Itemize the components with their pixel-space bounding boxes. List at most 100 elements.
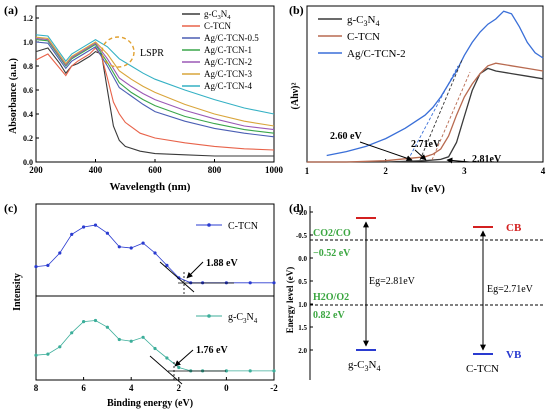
y-tick-label-a: 0.2 xyxy=(23,134,33,143)
y-tick-label-a: 0.4 xyxy=(23,110,33,119)
legend-marker-gcn xyxy=(207,314,211,318)
arrow-281 xyxy=(446,157,471,164)
y-ticks-d: -1.0 -0.5 0.0 0.5 1.0 1.5 2.0 xyxy=(296,209,313,355)
y-axis-label-d: Energy level (eV) xyxy=(285,267,295,333)
data-point-c-0 xyxy=(129,246,133,250)
data-point-c-1 xyxy=(58,345,62,349)
data-point-c-1 xyxy=(224,369,228,373)
data-point-c-0 xyxy=(248,281,252,285)
data-point-c-0 xyxy=(46,263,50,267)
ref-value-h2o: 0.82 eV xyxy=(313,310,345,321)
legend-label-b: g-C3N4 xyxy=(347,14,379,28)
gap-label-260: 2.60 eV xyxy=(330,131,362,142)
y-tick-label-a: 0.6 xyxy=(23,86,33,95)
data-point-c-0 xyxy=(58,251,62,255)
data-point-c-0 xyxy=(93,223,98,227)
y-axis-label-b: (Ahν)² xyxy=(290,83,301,110)
data-point-c-0 xyxy=(141,241,145,245)
x-ticks-a: 200 400 600 800 1000 xyxy=(29,159,284,175)
plot-lines-a xyxy=(35,34,275,157)
data-point-c-1 xyxy=(129,339,133,343)
data-point-c-1 xyxy=(34,353,38,357)
legend-label-b: Ag/C-TCN-2 xyxy=(347,48,406,60)
legend-label-a: g-C3N4 xyxy=(204,9,231,21)
eg-label-ctcn: Eg=2.71eV xyxy=(487,284,534,295)
data-point-c-0 xyxy=(177,276,181,280)
x-tick-label-b: 4 xyxy=(541,166,546,176)
lspr-label: LSPR xyxy=(140,48,164,59)
series-line-a-0 xyxy=(35,47,274,157)
y-ticks-a: 0.0 0.2 0.4 0.6 0.8 1.0 1.2 xyxy=(23,14,39,167)
series-line-b-2 xyxy=(326,10,544,157)
series-line-a-5 xyxy=(35,36,275,127)
data-point-c-1 xyxy=(141,335,145,339)
vb-label: VB xyxy=(506,349,522,361)
data-point-c-1 xyxy=(248,369,252,373)
ref-label-co2: CO2/CO xyxy=(313,228,351,239)
legend-label-a: C-TCN xyxy=(204,21,232,31)
plot-lines-b xyxy=(307,10,544,163)
legend-label-gcn: g-C3N4 xyxy=(228,312,258,325)
data-point-c-0 xyxy=(70,232,74,236)
x-tick-label-a: 400 xyxy=(89,165,103,175)
x-axis-label-b: hν (eV) xyxy=(411,183,445,195)
lspr-circle xyxy=(101,36,135,68)
axes-frame-b xyxy=(306,5,544,163)
gap-label-281: 2.81eV xyxy=(472,154,502,165)
panel-b: (b) 1 2 3 4 hν (eV) (Ahν)² g-C3N4 C-TCN Ag/C-… xyxy=(289,3,546,195)
arrow-176 xyxy=(174,349,194,367)
ref-value-co2: −0.52 eV xyxy=(313,248,351,259)
data-point-c-1 xyxy=(82,320,86,324)
x-ticks-c: 8 6 4 2 0 -2 xyxy=(34,377,278,393)
data-point-c-1 xyxy=(117,337,121,342)
y-tick-label-d: 1.0 xyxy=(298,301,307,309)
data-point-c-1 xyxy=(165,356,169,360)
x-tick-label-a: 200 xyxy=(29,165,43,175)
x-axis-label-c: Binding energy (eV) xyxy=(107,398,193,409)
series-line-a-3 xyxy=(35,39,275,134)
y-tick-label-d: 0.5 xyxy=(298,278,307,286)
data-point-c-1 xyxy=(177,365,181,370)
y-tick-label-a: 1.0 xyxy=(23,38,33,47)
data-point-c-0 xyxy=(34,265,38,269)
eg-label-gcn: Eg=2.81eV xyxy=(369,276,416,287)
value-188: 1.88 eV xyxy=(206,258,238,269)
value-176: 1.76 eV xyxy=(196,345,228,356)
legend-label-a: Ag/C-TCN-3 xyxy=(204,69,252,79)
x-tick-label-c: 8 xyxy=(34,383,39,393)
legend-label-a: Ag/C-TCN-1 xyxy=(204,45,252,55)
x-tick-label-b: 1 xyxy=(305,166,310,176)
y-tick-label-a: 0.0 xyxy=(23,158,33,167)
arrow-271 xyxy=(414,149,427,161)
tangent-line-2 xyxy=(431,71,471,161)
data-point-c-1 xyxy=(272,369,276,373)
data-point-c-0 xyxy=(117,245,121,249)
data-point-c-0 xyxy=(165,263,169,267)
x-tick-label-a: 600 xyxy=(148,165,162,175)
axes-frame-c xyxy=(35,203,275,381)
cb-label: CB xyxy=(506,222,522,234)
legend-label-a: Ag/C-TCN-2 xyxy=(204,57,252,67)
x-tick-label-a: 800 xyxy=(208,165,222,175)
data-point-c-1 xyxy=(105,325,109,329)
legend-label-c-tcn: C-TCN xyxy=(228,221,258,232)
data-point-c-0 xyxy=(105,231,109,235)
material-label-ctcn: C-TCN xyxy=(466,363,499,375)
ref-label-h2o: H2O/O2 xyxy=(313,292,349,303)
panel-label-b: (b) xyxy=(289,3,304,17)
series-line-a-2 xyxy=(35,41,275,138)
arrow-260 xyxy=(359,141,413,162)
x-tick-label-b: 2 xyxy=(383,166,388,176)
series-line-c-1 xyxy=(35,320,274,372)
legend-label-a: Ag/C-TCN-4 xyxy=(204,81,252,91)
series-line-a-4 xyxy=(35,37,275,131)
data-point-c-0 xyxy=(153,251,157,255)
panel-d: (d) -1.0 -0.5 0.0 0.5 1.0 1.5 2.0 Energy level… xyxy=(285,201,545,380)
data-point-c-0 xyxy=(82,225,86,229)
plot-points-c xyxy=(34,223,276,373)
y-tick-label-a: 0.8 xyxy=(23,62,33,71)
y-tick-label-d: 0.0 xyxy=(298,255,307,263)
tangent-line-1 xyxy=(419,59,463,161)
